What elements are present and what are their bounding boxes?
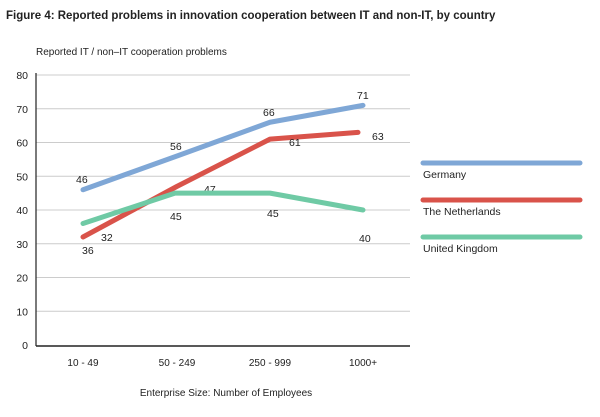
x-tick-label: 1000+ (349, 358, 377, 369)
y-tick-label: 80 (16, 70, 28, 82)
legend-label: Germany (423, 169, 467, 181)
y-tick-label: 20 (16, 273, 28, 285)
data-label: 56 (170, 141, 182, 153)
series-line-0 (80, 102, 366, 193)
y-tick-label: 30 (16, 239, 28, 251)
x-tick-label: 10 - 49 (67, 358, 99, 369)
x-axis-label: Enterprise Size: Number of Employees (140, 388, 312, 399)
data-label: 45 (267, 208, 279, 220)
x-tick-label: 50 - 249 (159, 358, 196, 369)
data-label: 32 (101, 232, 113, 244)
data-label: 61 (289, 137, 301, 149)
data-label: 46 (76, 174, 88, 186)
data-label: 40 (359, 233, 371, 245)
data-label: 66 (263, 107, 275, 119)
data-label: 36 (82, 245, 94, 257)
y-tick-label: 70 (16, 104, 28, 116)
legend-label: The Netherlands (423, 206, 501, 218)
legend-label: United Kingdom (423, 243, 498, 255)
data-label: 71 (357, 90, 369, 102)
data-label: 47 (204, 184, 216, 196)
x-tick-label: 250 - 999 (249, 358, 292, 369)
y-tick-label: 50 (16, 171, 28, 183)
y-tick-label: 60 (16, 138, 28, 150)
y-axis-label: Reported IT / non–IT cooperation problem… (36, 47, 227, 58)
y-tick-label: 40 (16, 205, 28, 217)
series-line-1 (80, 129, 361, 240)
chart-title: Figure 4: Reported problems in innovatio… (6, 10, 496, 22)
y-tick-label: 0 (22, 340, 28, 352)
series-line-2 (80, 190, 366, 226)
data-label: 63 (372, 131, 384, 143)
data-label: 45 (170, 211, 182, 223)
y-tick-label: 10 (16, 306, 28, 318)
